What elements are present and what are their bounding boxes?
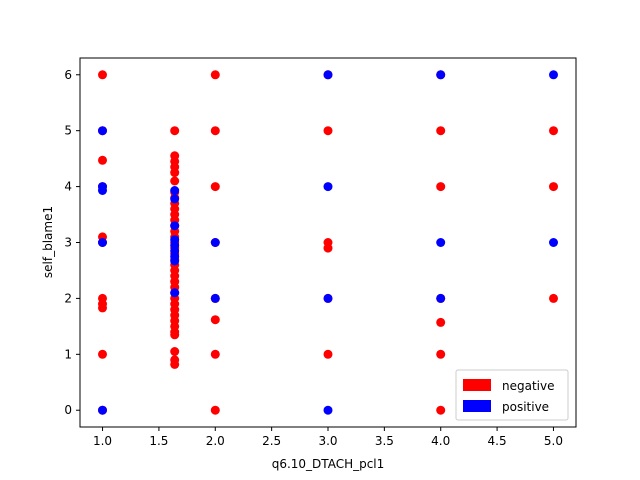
point-positive-5: [170, 186, 180, 195]
x-tick-label-2: 2.0: [206, 434, 225, 448]
point-positive-6: [170, 194, 180, 204]
point-negative-16: [170, 176, 180, 186]
point-positive-19: [323, 405, 333, 415]
point-positive-24: [549, 238, 558, 247]
point-negative-53: [210, 349, 220, 359]
y-tick-label-0: 0: [64, 403, 72, 417]
legend-swatch-negative: [463, 379, 491, 391]
y-axis-ticks: 0 1 2 3 4 5 6: [64, 68, 80, 417]
point-positive-12: [170, 256, 180, 266]
point-positive-13: [170, 288, 180, 298]
point-negative-44: [170, 347, 180, 356]
point-positive-0: [98, 126, 107, 136]
point-negative-63: [436, 182, 446, 192]
x-tick-label-7: 4.5: [488, 434, 507, 448]
point-positive-20: [436, 70, 446, 80]
point-negative-65: [436, 317, 446, 327]
point-positive-23: [549, 70, 558, 80]
point-positive-2: [98, 186, 107, 195]
y-tick-label-5: 5: [64, 124, 72, 138]
point-negative-56: [323, 126, 333, 136]
point-negative-58: [323, 243, 333, 253]
point-negative-49: [210, 182, 220, 192]
point-negative-47: [210, 70, 220, 80]
point-negative-54: [210, 405, 220, 415]
point-negative-15: [170, 168, 180, 178]
y-tick-label-2: 2: [64, 291, 72, 305]
x-tick-label-4: 3.0: [318, 434, 337, 448]
point-negative-66: [436, 349, 446, 359]
y-tick-label-6: 6: [64, 68, 72, 82]
point-positive-3: [98, 238, 107, 247]
legend-label-negative: negative: [502, 379, 554, 393]
legend-swatch-positive: [463, 400, 491, 412]
y-tick-label-4: 4: [64, 180, 72, 194]
point-negative-60: [323, 349, 333, 359]
x-tick-label-0: 1.0: [93, 434, 112, 448]
point-negative-68: [549, 126, 558, 136]
x-axis-label: q6.10_DTACH_pcl1: [272, 457, 385, 471]
point-negative-69: [549, 182, 558, 192]
point-negative-67: [436, 405, 446, 415]
point-negative-62: [436, 126, 446, 136]
point-negative-11: [170, 126, 180, 136]
x-tick-label-6: 4.0: [431, 434, 450, 448]
x-tick-label-3: 2.5: [262, 434, 281, 448]
point-positive-4: [98, 405, 107, 415]
points-layer: [98, 70, 558, 415]
x-tick-label-1: 1.5: [149, 434, 168, 448]
x-tick-label-5: 3.5: [375, 434, 394, 448]
point-positive-17: [323, 182, 333, 192]
point-negative-0: [98, 70, 107, 80]
x-axis-ticks: 1.0 1.5 2.0 2.5 3.0 3.5 4.0 4.5 5.0: [93, 427, 563, 448]
point-positive-16: [323, 70, 333, 80]
y-axis-label: self_blame1: [41, 206, 55, 278]
point-negative-9: [98, 349, 107, 359]
point-negative-2: [98, 155, 107, 165]
y-tick-label-1: 1: [64, 347, 72, 361]
point-positive-22: [436, 293, 446, 303]
point-negative-48: [210, 126, 220, 136]
point-positive-7: [170, 221, 180, 231]
point-positive-15: [210, 293, 220, 303]
point-negative-43: [170, 330, 180, 340]
y-tick-label-3: 3: [64, 236, 72, 250]
point-negative-8: [98, 303, 107, 313]
legend: negative positive: [455, 369, 569, 421]
point-negative-46: [170, 359, 180, 369]
x-tick-label-8: 5.0: [544, 434, 563, 448]
point-negative-52: [210, 315, 220, 325]
point-positive-14: [210, 238, 220, 247]
point-negative-70: [549, 293, 558, 303]
legend-label-positive: positive: [502, 400, 549, 414]
point-positive-18: [323, 293, 333, 303]
point-positive-21: [436, 238, 446, 247]
